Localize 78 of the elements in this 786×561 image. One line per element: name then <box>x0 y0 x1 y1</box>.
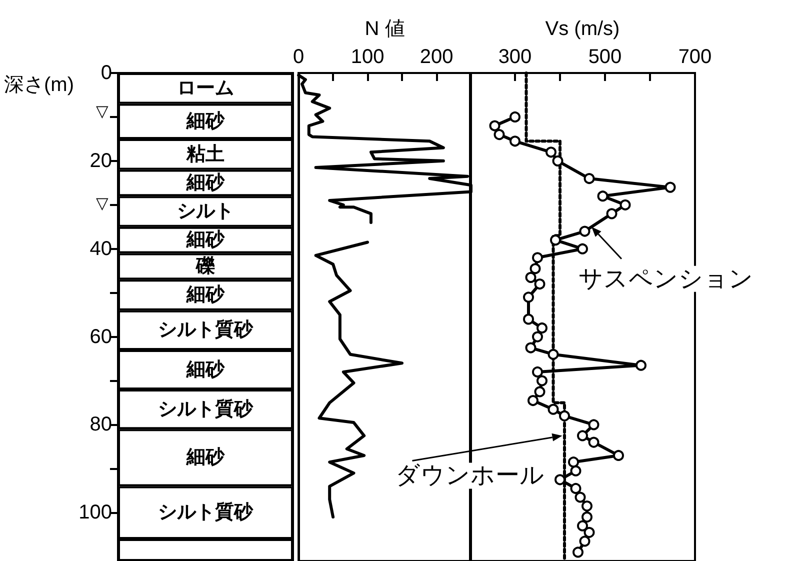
point <box>577 520 588 532</box>
series-label: 礫 <box>195 254 215 277</box>
point <box>579 536 590 547</box>
series-label: シルト質砂 <box>158 501 254 524</box>
point <box>532 252 543 264</box>
series-label: 細砂 <box>186 358 226 380</box>
point <box>570 465 582 476</box>
x-tick-label: 100 <box>350 46 384 68</box>
x-axis-title: Vs (m/s) <box>545 18 620 40</box>
point <box>579 226 590 237</box>
series-label: 細砂 <box>186 228 226 251</box>
y-tick-label: 0 <box>100 62 112 84</box>
x-tick-label: 500 <box>588 46 622 68</box>
point <box>582 512 592 523</box>
point <box>510 136 520 147</box>
point <box>574 492 586 503</box>
point <box>534 386 546 398</box>
x-tick-label: 200 <box>420 46 454 68</box>
point <box>582 500 592 512</box>
point <box>530 263 541 274</box>
point <box>536 322 548 334</box>
series-label: ローム <box>177 78 234 99</box>
y-tick-label: 80 <box>90 414 112 436</box>
text: ▽ <box>96 104 109 120</box>
point <box>559 410 570 422</box>
point <box>588 419 600 430</box>
text: ▽ <box>96 196 109 212</box>
point <box>588 436 600 448</box>
point <box>523 292 534 303</box>
point <box>577 243 588 254</box>
point <box>572 546 584 558</box>
point <box>536 375 548 386</box>
point <box>636 360 646 371</box>
point <box>523 314 534 325</box>
series-label: 粘土 <box>186 142 224 165</box>
point <box>528 395 538 406</box>
point <box>584 526 595 538</box>
y-axis-title: 深さ(m) <box>4 74 74 96</box>
y-tick-label: 40 <box>90 238 112 260</box>
series-label: 細砂 <box>186 110 226 132</box>
x-axis-title: N 値 <box>364 18 405 40</box>
point <box>613 450 624 461</box>
x-tick-label: 700 <box>678 46 712 68</box>
x-tick-label: 0 <box>293 46 304 68</box>
x-tick-label: 300 <box>498 46 532 68</box>
annotation: ダウンホール <box>395 462 544 490</box>
point <box>534 278 546 290</box>
point <box>568 456 579 468</box>
point <box>664 182 676 193</box>
point <box>532 366 543 378</box>
point <box>584 173 595 184</box>
series-label: シルト質砂 <box>158 398 254 420</box>
series-label: シルト質砂 <box>158 318 254 341</box>
point <box>548 404 559 415</box>
y-tick-label: 100 <box>78 502 112 524</box>
point <box>554 474 566 486</box>
point <box>525 342 536 354</box>
point <box>552 155 564 166</box>
point <box>489 120 500 132</box>
point <box>620 199 631 210</box>
point <box>525 272 536 283</box>
series-label: シルト <box>177 200 234 222</box>
series-label: 細砂 <box>186 446 226 468</box>
series-label: 細砂 <box>186 171 226 194</box>
point <box>494 129 505 140</box>
point <box>577 430 588 442</box>
y-tick-label: 20 <box>90 150 112 172</box>
point <box>546 146 556 158</box>
y-tick-label: 60 <box>90 326 112 348</box>
point <box>606 208 618 220</box>
annotation: サスペンション <box>578 265 754 292</box>
point <box>550 234 561 246</box>
series-label: 細砂 <box>186 284 226 306</box>
point <box>597 190 608 202</box>
point <box>570 482 582 494</box>
point <box>510 111 520 122</box>
point <box>548 348 559 360</box>
point <box>532 331 543 342</box>
